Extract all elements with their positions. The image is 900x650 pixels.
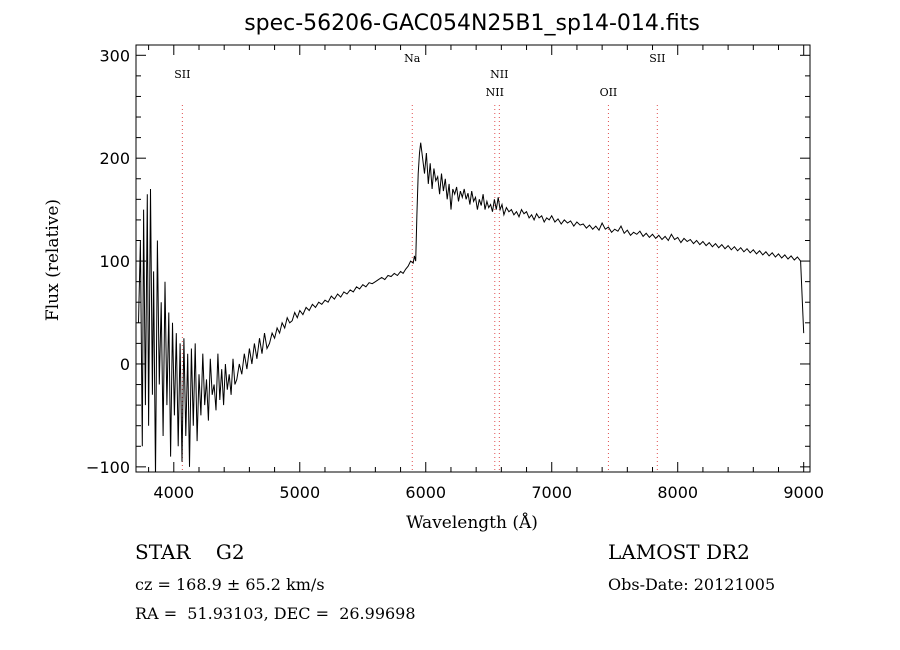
line-marker-label: Na: [404, 52, 421, 65]
survey-name: LAMOST DR2: [608, 540, 750, 564]
x-tick-label: 9000: [783, 483, 824, 502]
ra-dec: RA = 51.93103, DEC = 26.99698: [135, 604, 416, 623]
plot-frame: [135, 44, 811, 473]
y-tick-label: 0: [120, 355, 130, 374]
line-marker-label: NII: [490, 68, 508, 81]
x-tick-label: 4000: [153, 483, 194, 502]
object-class: STAR G2: [135, 540, 245, 564]
line-marker-label: SII: [174, 68, 190, 81]
x-tick-label: 6000: [405, 483, 446, 502]
y-tick-label: −100: [86, 458, 130, 477]
redshift-cz: cz = 168.9 ± 65.2 km/s: [135, 575, 325, 594]
y-tick-label: 300: [99, 46, 130, 65]
line-marker-label: NII: [486, 86, 504, 99]
y-tick-label: 100: [99, 252, 130, 271]
chart-title: spec-56206-GAC054N25B1_sp14-014.fits: [244, 11, 700, 36]
line-marker-label: OII: [600, 86, 618, 99]
x-tick-label: 5000: [279, 483, 320, 502]
line-marker-label: SII: [649, 52, 665, 65]
spectrum-line: [138, 142, 805, 472]
obs-date: Obs-Date: 20121005: [608, 575, 776, 594]
y-axis-label: Flux (relative): [43, 199, 63, 321]
y-tick-label: 200: [99, 149, 130, 168]
x-axis-label: Wavelength (Å): [406, 512, 538, 533]
x-tick-label: 7000: [531, 483, 572, 502]
x-tick-label: 8000: [657, 483, 698, 502]
plot-area: 4000 5000 6000 7000 8000 9000 −100 0 100 200 300 SI…: [86, 44, 824, 502]
